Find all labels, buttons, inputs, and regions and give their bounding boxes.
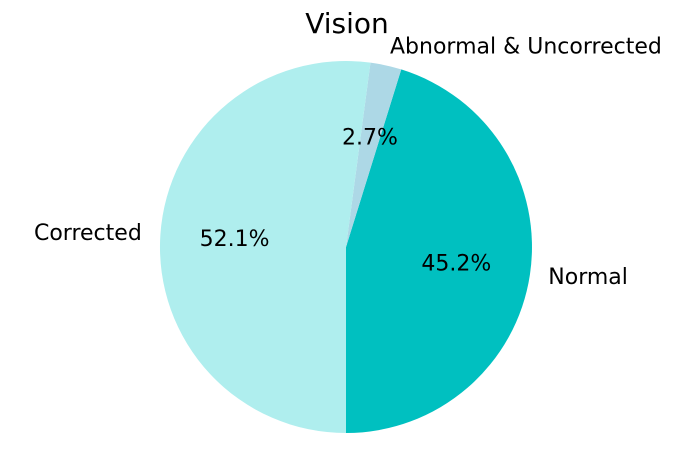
pie-labels: 45.2% Normal 2.7% Abnormal & Uncorrected 52.…: [34, 35, 662, 291]
slice-category-label: Normal: [548, 265, 628, 290]
slice-percent-label: 2.7%: [342, 126, 398, 151]
slice-category-label: Corrected: [34, 221, 142, 246]
pie-slices: [159, 60, 532, 434]
slice-category-label: Abnormal & Uncorrected: [390, 35, 662, 60]
slice-percent-label: 45.2%: [421, 251, 491, 276]
pie-slice-corrected: [159, 60, 371, 433]
pie-slice-abnormal-uncorrected: [346, 62, 402, 248]
chart-title: Vision: [305, 7, 389, 40]
slice-percent-label: 52.1%: [200, 227, 270, 252]
pie-slice-normal: [346, 69, 532, 434]
